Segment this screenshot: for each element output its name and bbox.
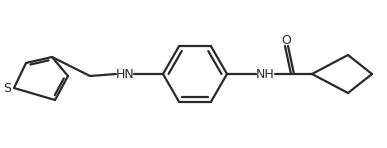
Text: HN: HN [116,67,134,81]
Text: O: O [281,33,291,46]
Text: S: S [3,82,11,95]
Text: NH: NH [256,67,274,81]
